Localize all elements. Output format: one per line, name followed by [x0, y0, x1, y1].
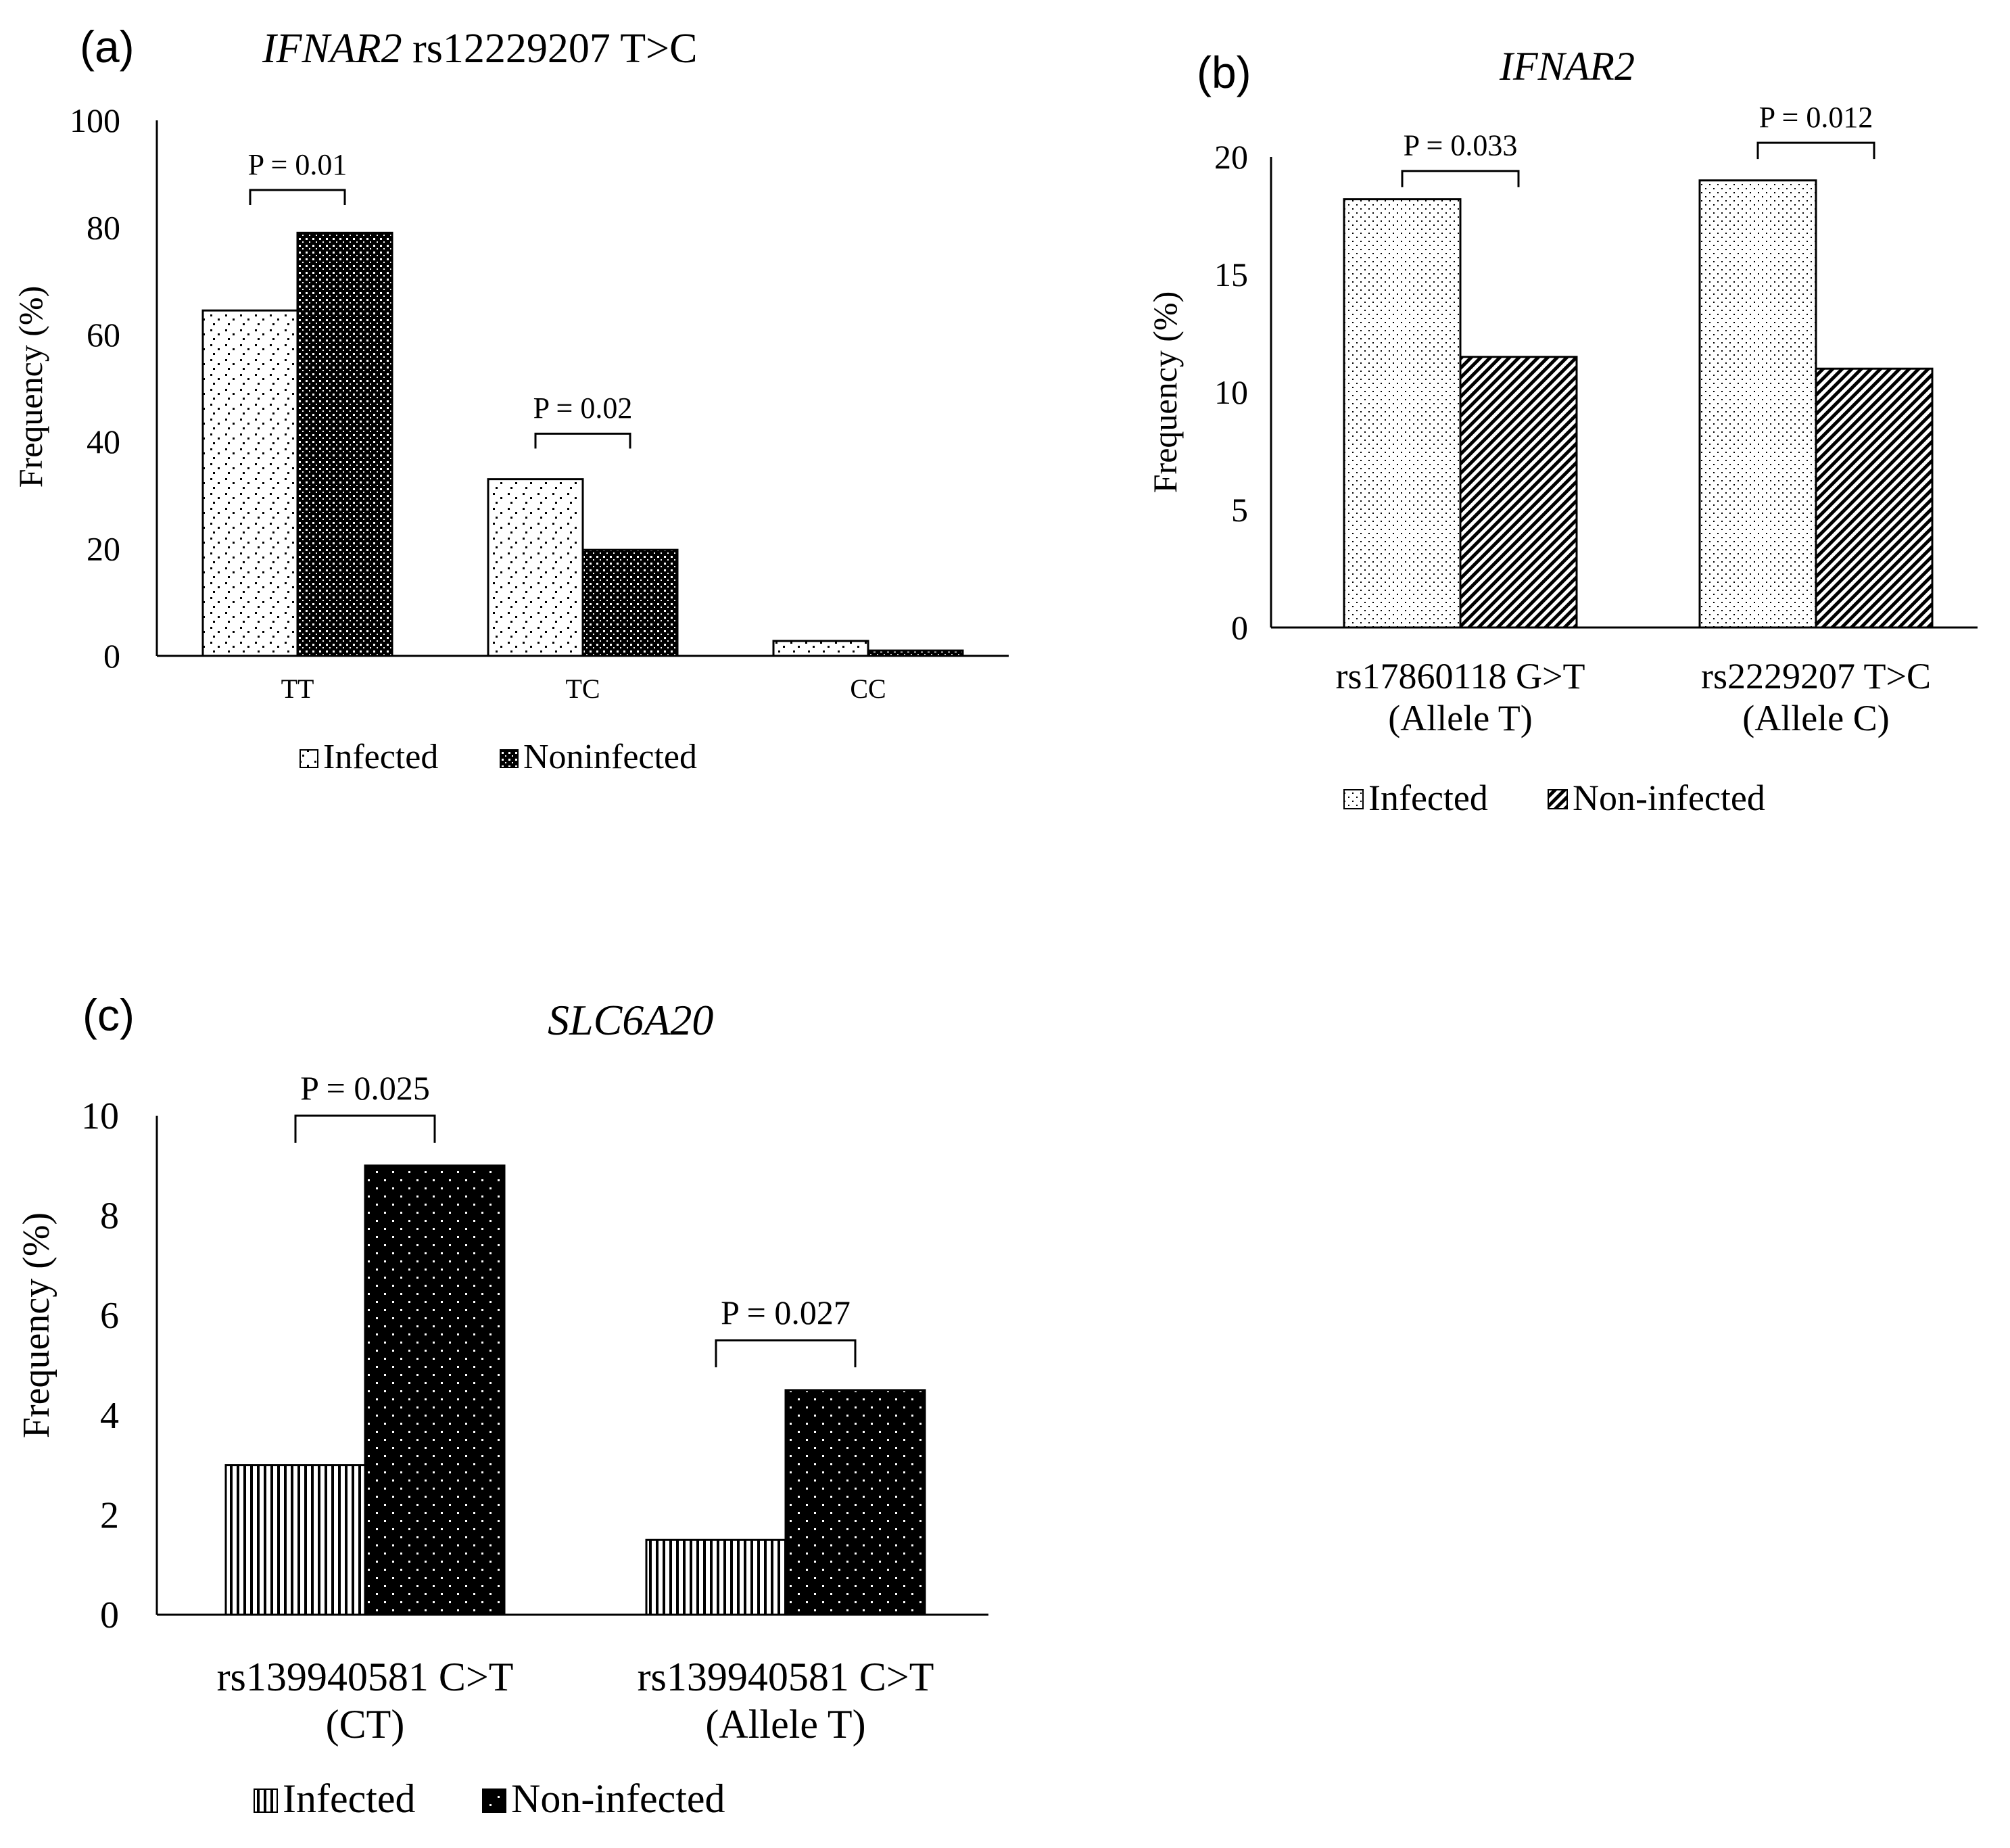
panel-b-ylabel: Frequency (%) — [1146, 291, 1184, 494]
y-tick-label: 0 — [100, 1594, 119, 1636]
legend-label-infected: Infected — [283, 1776, 416, 1821]
panel-a-y-tick-labels: 0 20 40 60 80 100 — [70, 101, 120, 675]
panel-a-brackets: P = 0.01 P = 0.02 — [248, 148, 633, 449]
p-value-label: P = 0.01 — [248, 148, 348, 181]
bar-infected-0 — [224, 1464, 366, 1616]
panel-b-x-tick-labels: rs17860118 G>T(Allele T) rs2229207 T>C(Al… — [1336, 656, 1931, 738]
panel-c-legend: Infected Non-infected — [254, 1776, 725, 1821]
y-tick-label: 6 — [100, 1295, 119, 1337]
panel-c-ylabel: Frequency (%) — [16, 1212, 57, 1438]
panel-b-title: IFNAR2 — [1499, 44, 1635, 89]
x-category-label: rs2229207 T>C — [1701, 656, 1931, 696]
bar-non-infected-1 — [784, 1389, 926, 1616]
x-category-label: rs139940581 C>T — [638, 1655, 934, 1699]
x-category-label: TT — [281, 673, 314, 704]
panel-b-bars — [1343, 179, 1934, 629]
panel-b: (b) IFNAR2 Frequency (%) 0 5 10 15 20 P = 0.… — [1146, 44, 1978, 818]
bar-noninfected-0 — [296, 231, 393, 657]
y-tick-label: 0 — [103, 637, 120, 675]
y-tick-label: 5 — [1231, 491, 1248, 529]
bar-noninfected-1 — [581, 548, 679, 657]
legend-swatch-noninfected — [1548, 789, 1568, 809]
y-tick-label: 0 — [1231, 609, 1248, 646]
legend-label-noninfected: Noninfected — [523, 738, 697, 776]
legend-swatch-infected — [300, 749, 318, 768]
panel-c-bars — [224, 1164, 926, 1616]
y-tick-label: 20 — [87, 530, 120, 568]
panel-a-ylabel: Frequency (%) — [11, 286, 49, 488]
x-category-label: (Allele C) — [1742, 698, 1889, 738]
panel-c-title: SLC6A20 — [548, 996, 713, 1044]
legend-swatch-noninfected — [500, 749, 519, 768]
p-value-label: P = 0.025 — [300, 1069, 430, 1107]
panel-b-brackets: P = 0.033 P = 0.012 — [1401, 101, 1875, 187]
bar-noninfected-2 — [867, 649, 964, 657]
bar-infected-1 — [1698, 179, 1817, 629]
x-category-label: (Allele T) — [1388, 698, 1532, 738]
y-tick-label: 10 — [1214, 373, 1248, 411]
y-tick-label: 40 — [87, 423, 120, 460]
significance-bracket — [534, 432, 631, 449]
panel-b-label: (b) — [1197, 47, 1251, 97]
significance-bracket — [294, 1114, 436, 1143]
legend-label-noninfected: Non-infected — [511, 1776, 725, 1821]
significance-bracket — [1756, 141, 1875, 160]
significance-bracket — [715, 1339, 857, 1368]
panel-b-legend: Infected Non-infected — [1343, 778, 1765, 818]
y-tick-label: 10 — [81, 1095, 119, 1137]
y-tick-label: 100 — [70, 101, 120, 139]
panel-a-bars — [201, 231, 964, 657]
significance-bracket — [249, 189, 346, 205]
panel-c-brackets: P = 0.025 P = 0.027 — [294, 1069, 857, 1368]
panel-a-x-tick-labels: TT TC CC — [281, 673, 886, 704]
legend-swatch-noninfected — [482, 1788, 506, 1813]
panel-a-title: IFNAR2 rs12229207 T>C — [262, 26, 697, 72]
panel-c-x-tick-labels: rs139940581 C>T(CT)rs139940581 C>T(Allel… — [217, 1655, 934, 1747]
legend-label-infected: Infected — [1368, 778, 1488, 818]
y-tick-label: 2 — [100, 1494, 119, 1536]
bar-infected-1 — [487, 478, 584, 657]
x-category-label: CC — [850, 673, 886, 704]
panel-a: (a) IFNAR2 rs12229207 T>C Frequency (%) … — [11, 22, 1009, 776]
legend-label-infected: Infected — [323, 738, 438, 776]
panel-b-y-tick-labels: 0 5 10 15 20 — [1214, 138, 1248, 646]
x-category-label: rs17860118 G>T — [1336, 656, 1585, 696]
bar-non-infected-0 — [1459, 356, 1578, 629]
p-value-label: P = 0.027 — [721, 1294, 851, 1331]
significance-bracket — [1401, 170, 1520, 187]
x-category-label: (Allele T) — [705, 1702, 865, 1747]
y-tick-label: 15 — [1214, 256, 1248, 293]
panel-a-label: (a) — [80, 22, 135, 72]
bar-non-infected-0 — [364, 1164, 506, 1616]
legend-swatch-infected — [1343, 789, 1364, 809]
y-tick-label: 8 — [100, 1195, 119, 1237]
p-value-label: P = 0.02 — [533, 392, 633, 425]
panel-c-y-tick-labels: 0 2 4 6 8 10 — [81, 1095, 119, 1636]
legend-label-noninfected: Non-infected — [1573, 778, 1765, 818]
x-category-label: TC — [565, 673, 600, 704]
panel-c-label: (c) — [82, 990, 135, 1040]
bar-infected-1 — [645, 1538, 787, 1616]
bar-non-infected-1 — [1815, 367, 1934, 629]
panel-a-legend: Infected Noninfected — [300, 738, 697, 776]
p-value-label: P = 0.033 — [1404, 129, 1518, 162]
y-tick-label: 60 — [87, 316, 120, 354]
bar-infected-0 — [201, 309, 299, 657]
legend-swatch-infected — [254, 1788, 278, 1813]
y-tick-label: 20 — [1214, 138, 1248, 176]
bar-infected-2 — [772, 640, 869, 657]
y-tick-label: 4 — [100, 1395, 119, 1437]
bar-infected-0 — [1343, 198, 1462, 629]
y-tick-label: 80 — [87, 208, 120, 246]
panel-c: (c) SLC6A20 Frequency (%) 0 2 4 6 8 10 P = 0.… — [16, 990, 988, 1821]
p-value-label: P = 0.012 — [1759, 101, 1873, 134]
x-category-label: rs139940581 C>T — [217, 1655, 514, 1699]
x-category-label: (CT) — [326, 1702, 405, 1747]
